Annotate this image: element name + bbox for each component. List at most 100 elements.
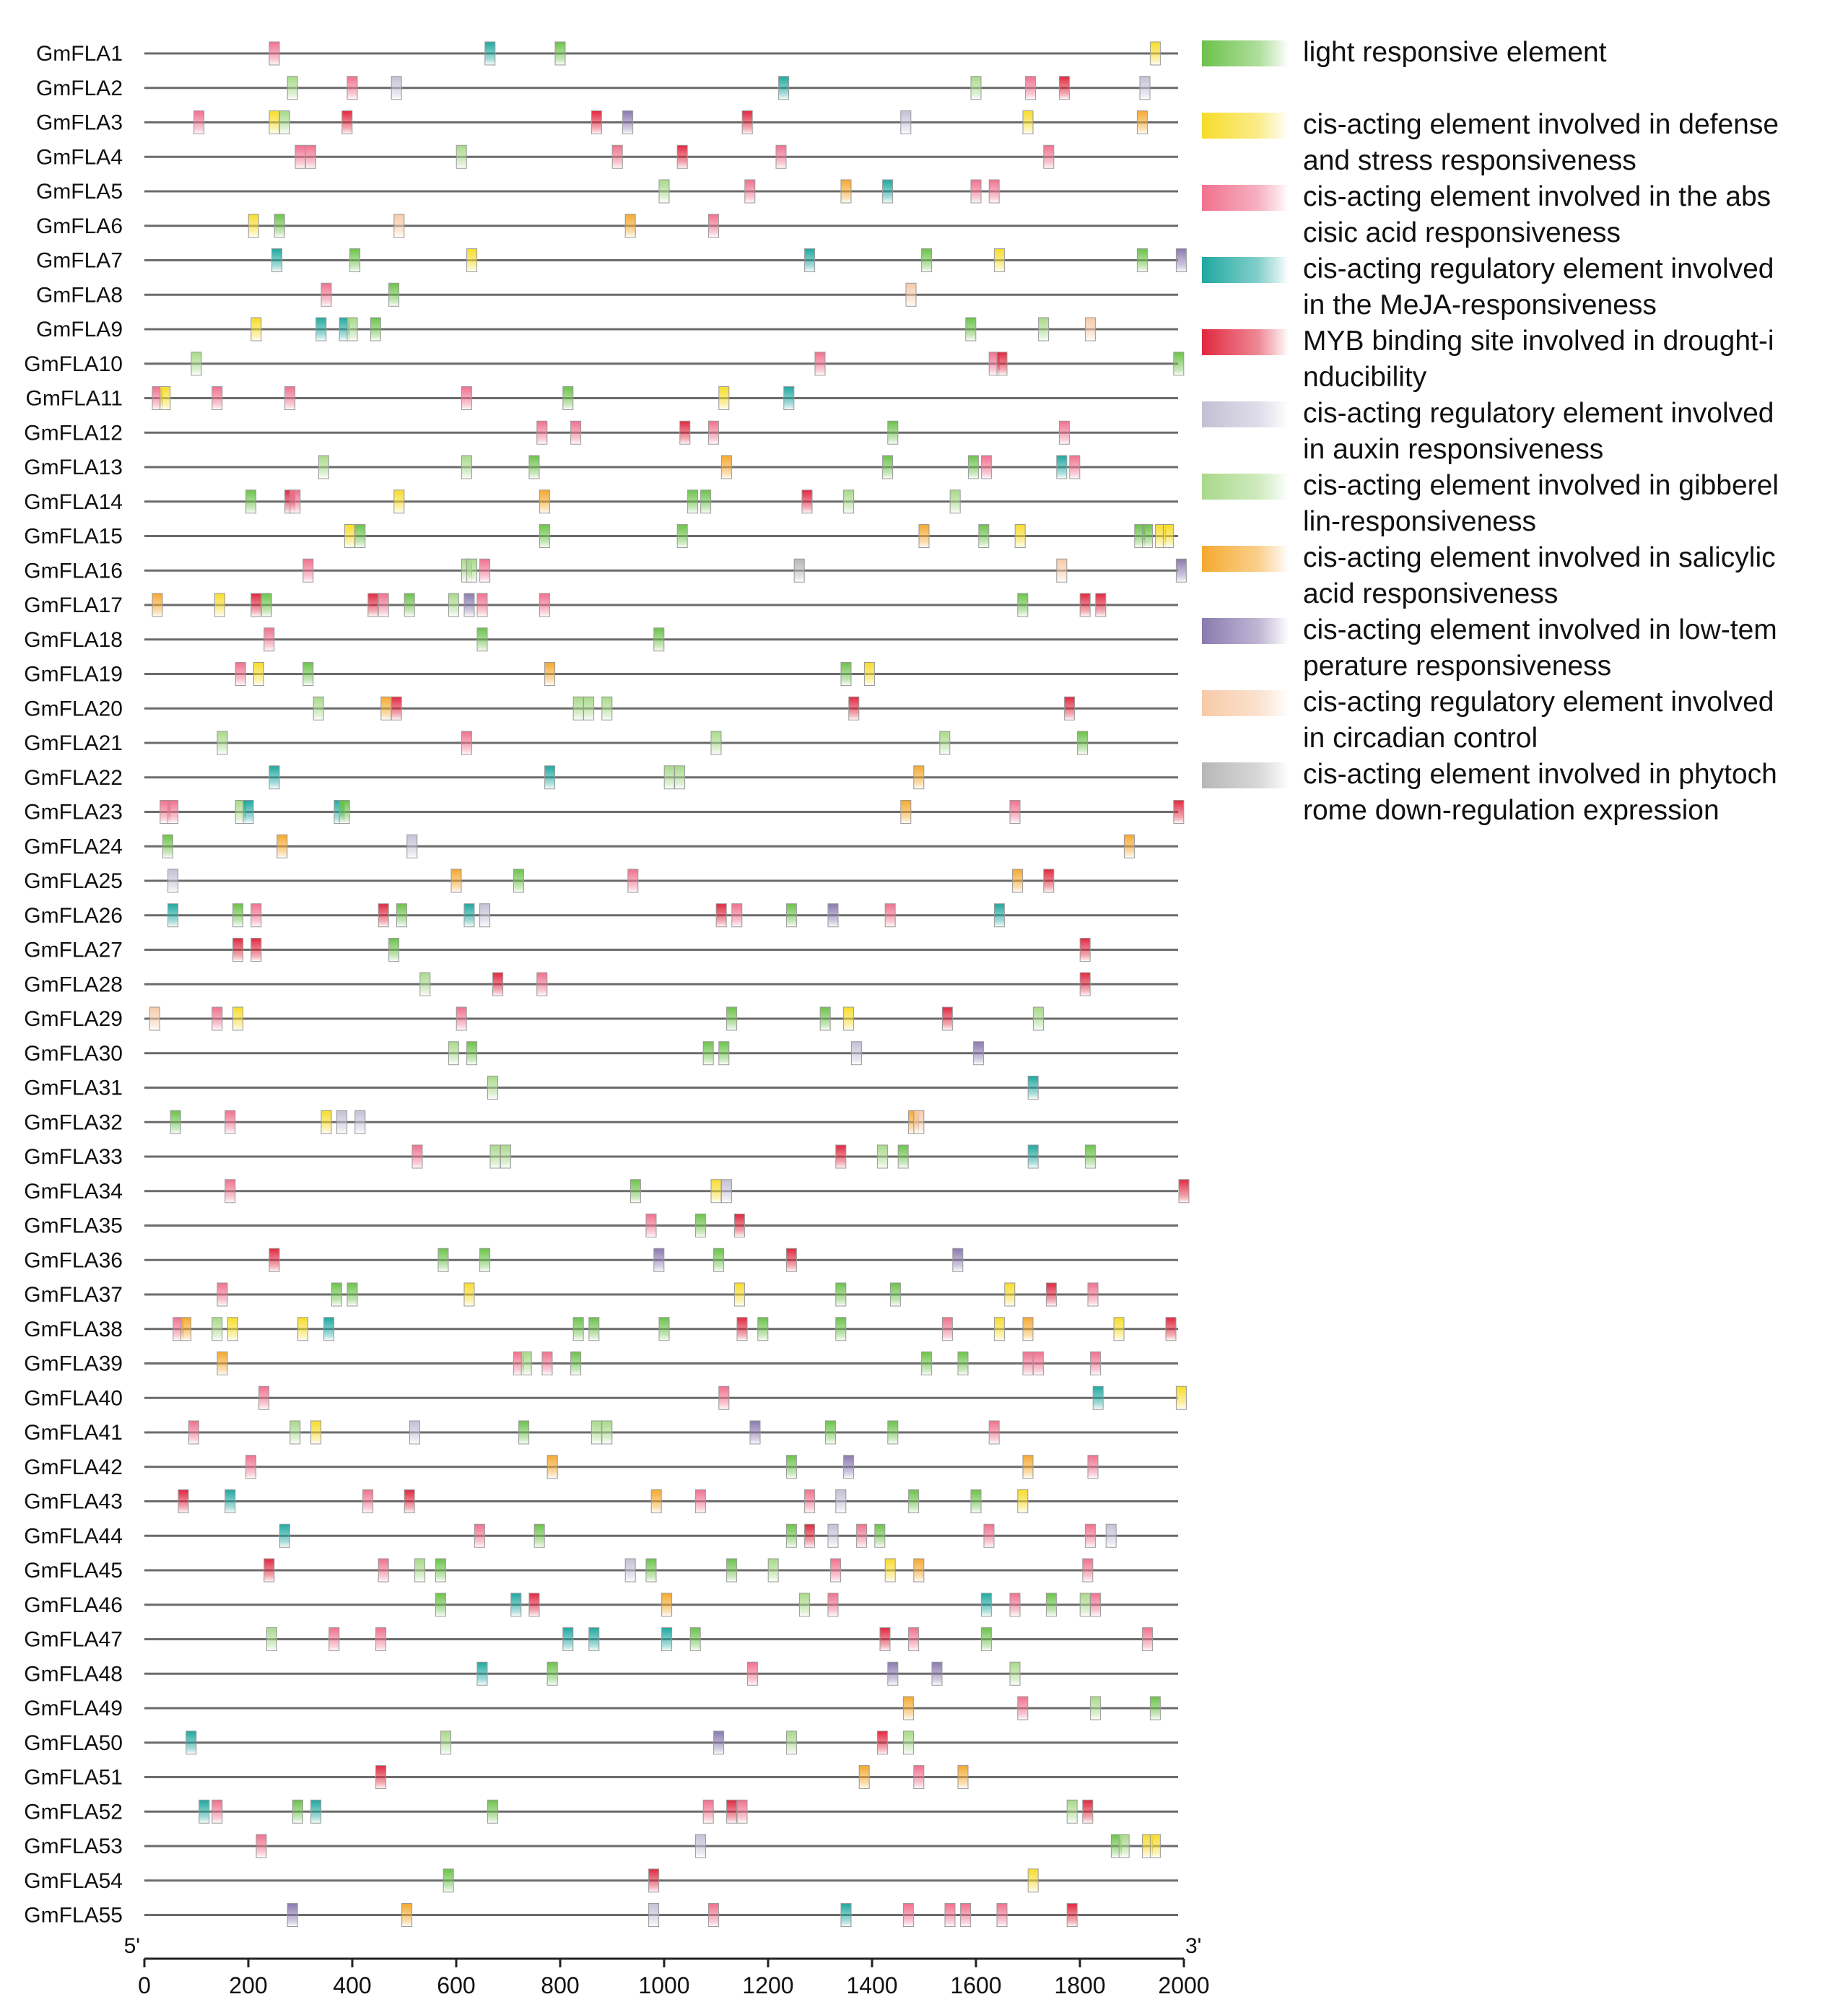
element-box-gibberellin: [461, 455, 472, 479]
element-box-light: [435, 1558, 446, 1583]
legend-label: in auxin responsiveness: [1303, 434, 1603, 465]
gene-row: GmFLA22: [24, 765, 1178, 790]
gene-row: GmFLA2: [36, 76, 1178, 100]
gene-label: GmFLA36: [24, 1248, 123, 1272]
element-box-meja: [310, 1799, 322, 1824]
element-box-aba: [736, 1799, 748, 1824]
element-box-aba: [289, 489, 301, 514]
element-box-light: [874, 1523, 886, 1548]
element-box-aba: [378, 593, 389, 617]
element-box-gibberellin: [663, 765, 675, 790]
gene-row: GmFLA46: [24, 1593, 1178, 1617]
element-box-defense: [1027, 1868, 1039, 1893]
element-box-gibberellin: [674, 765, 686, 790]
element-box-aba: [250, 903, 262, 928]
gene-label: GmFLA44: [24, 1524, 123, 1548]
element-box-lowtemp: [952, 1248, 964, 1272]
x-axis: 0 200 400 600 800 1000 1200 1400 1600 1800 2000 5' 3…: [124, 1934, 1210, 1998]
element-box-light: [921, 1352, 933, 1375]
element-box-light: [562, 386, 574, 410]
element-box-light: [261, 593, 272, 617]
gene-label: GmFLA51: [24, 1766, 123, 1790]
element-box-aba: [1087, 1282, 1099, 1307]
gene-label: GmFLA24: [24, 835, 123, 858]
element-box-light: [554, 41, 566, 66]
element-box-defense: [718, 386, 730, 410]
element-box-aba: [1032, 1352, 1044, 1375]
element-box-salicylic: [546, 1455, 558, 1479]
element-box-aba: [476, 593, 488, 617]
gene-label: GmFLA21: [24, 731, 123, 755]
x-tick-label: 1600: [950, 1972, 1001, 1998]
gene-row: GmFLA49: [24, 1696, 1178, 1720]
element-box-gibberellin: [287, 76, 298, 100]
element-box-aba: [328, 1627, 340, 1651]
element-box-aba: [536, 420, 548, 445]
element-box-aba: [256, 1834, 267, 1858]
element-box-meja: [510, 1593, 522, 1617]
element-box-myb: [1178, 1179, 1190, 1204]
element-box-gibberellin: [191, 352, 202, 376]
element-box-light: [785, 1455, 797, 1479]
gene-row: GmFLA32: [24, 1110, 1178, 1134]
gene-label: GmFLA45: [24, 1559, 123, 1583]
x-tick-label: 1400: [846, 1972, 897, 1998]
element-box-salicylic: [1022, 1317, 1034, 1341]
legend: light responsive element cis-acting eleme…: [1202, 37, 1779, 826]
element-box-phytochrome: [793, 558, 805, 583]
gene-row: GmFLA43: [24, 1489, 1178, 1514]
element-box-light: [1084, 1144, 1096, 1169]
element-box-light: [349, 248, 361, 272]
legend-label: cis-acting regulatory element involved: [1303, 687, 1774, 718]
element-box-meja: [1027, 1144, 1039, 1169]
element-box-light: [245, 489, 257, 514]
gene-label: GmFLA4: [36, 145, 123, 169]
gene-row: GmFLA34: [24, 1179, 1190, 1204]
element-box-light: [162, 834, 173, 858]
element-box-salicylic: [180, 1317, 192, 1341]
element-box-aba: [1084, 1523, 1096, 1548]
element-box-meja: [783, 386, 795, 410]
legend-label: cis-acting element involved in gibberel: [1303, 470, 1779, 501]
element-box-auxin: [1139, 76, 1151, 100]
legend-item-lowtemp: cis-acting element involved in low-tem pe…: [1202, 614, 1777, 682]
element-box-myb: [1082, 1799, 1094, 1824]
legend-label: MYB binding site involved in drought-i: [1303, 326, 1774, 357]
element-box-aba: [570, 420, 582, 445]
element-box-gibberellin: [1079, 1593, 1091, 1617]
element-box-myb: [1058, 76, 1070, 100]
gene-label: GmFLA32: [24, 1110, 123, 1134]
gene-label: GmFLA15: [24, 525, 123, 549]
element-box-salicylic: [624, 214, 636, 238]
element-box-aba: [305, 144, 316, 169]
gene-row: GmFLA8: [36, 282, 1178, 307]
element-box-aba: [536, 972, 548, 996]
gene-label: GmFLA29: [24, 1007, 123, 1031]
legend-swatch: [1202, 113, 1289, 139]
element-box-aba: [258, 1385, 270, 1410]
element-box-gibberellin: [949, 489, 961, 514]
element-box-light: [302, 662, 314, 686]
element-box-aba: [702, 1799, 714, 1824]
gene-row: GmFLA3: [36, 110, 1178, 135]
element-box-myb: [876, 1731, 888, 1755]
element-box-lowtemp: [463, 593, 475, 617]
element-box-aba: [941, 1317, 953, 1341]
element-box-myb: [250, 938, 262, 962]
element-box-aba: [707, 214, 719, 238]
element-box-aba: [461, 731, 472, 755]
element-box-defense: [884, 1558, 896, 1583]
element-box-circadian: [1084, 317, 1096, 341]
element-box-light: [1173, 352, 1185, 376]
element-box-aba: [1058, 420, 1070, 445]
element-box-aba: [362, 1489, 374, 1513]
element-box-defense: [710, 1179, 722, 1204]
element-box-aba: [1090, 1352, 1102, 1375]
element-box-light: [339, 800, 350, 824]
element-box-defense: [321, 1110, 332, 1134]
element-box-gibberellin: [1009, 1661, 1021, 1686]
element-box-myb: [741, 110, 753, 134]
element-box-gibberellin: [798, 1593, 810, 1617]
element-box-gibberellin: [1066, 1799, 1078, 1824]
gene-row: GmFLA55: [24, 1903, 1178, 1928]
